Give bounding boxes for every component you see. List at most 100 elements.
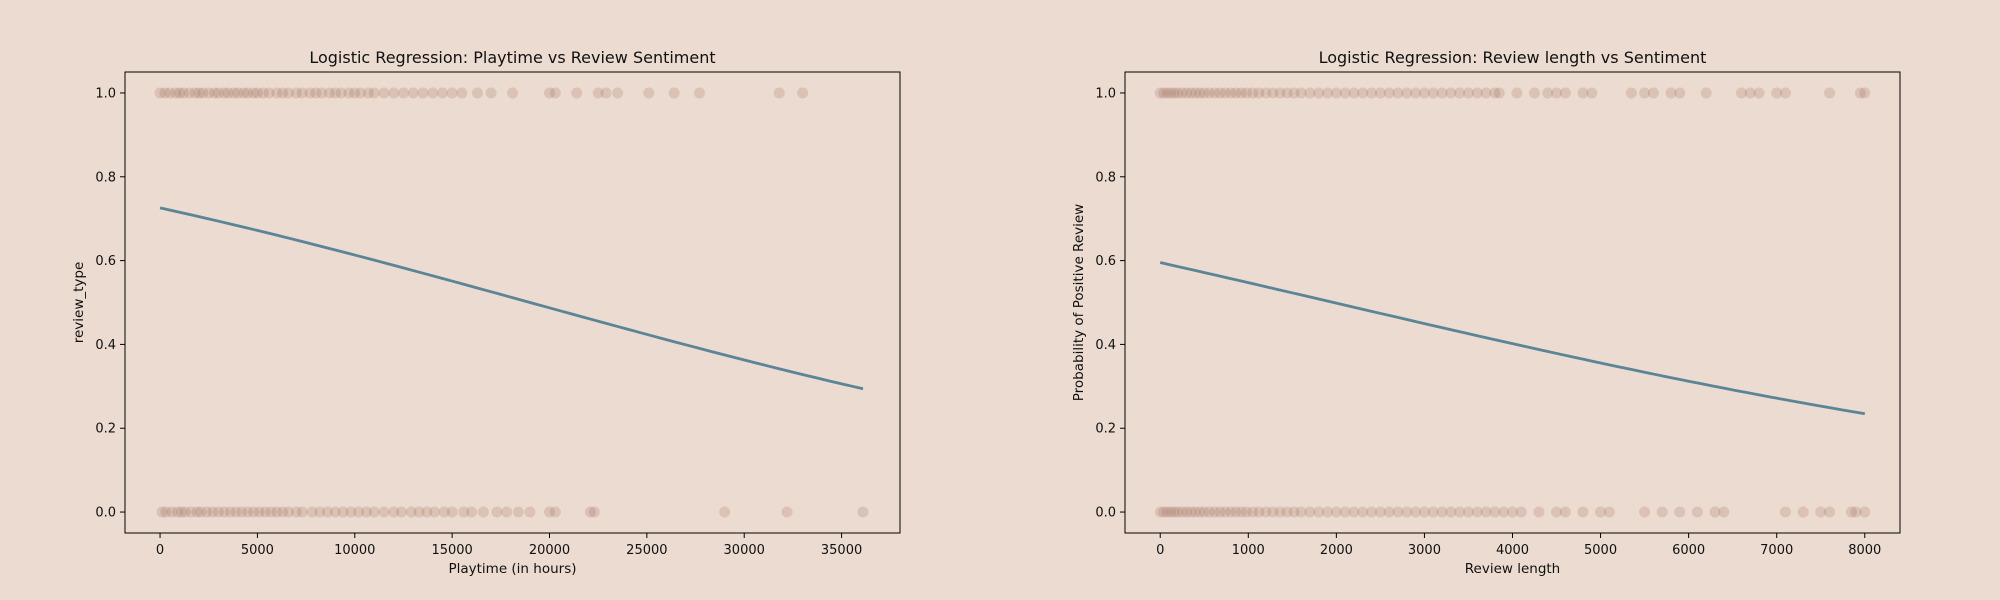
data-point [1172, 87, 1184, 99]
data-point [396, 506, 408, 518]
data-point [160, 506, 172, 518]
data-point [1247, 506, 1259, 518]
data-point [1854, 87, 1866, 99]
data-point [1498, 506, 1510, 518]
data-point [1718, 506, 1730, 518]
data-point [314, 506, 326, 518]
data-point [436, 87, 448, 99]
data-point [1295, 506, 1307, 518]
data-point [1189, 506, 1201, 518]
data-point [193, 87, 205, 99]
scatter-points [1154, 87, 1871, 518]
data-point [1674, 506, 1686, 518]
data-point [360, 506, 372, 518]
data-point [164, 87, 176, 99]
data-point [397, 87, 409, 99]
data-point [1260, 506, 1272, 518]
data-point [1235, 87, 1247, 99]
data-point [1339, 87, 1351, 99]
data-point [185, 506, 197, 518]
data-point [1410, 506, 1422, 518]
data-point [1181, 506, 1193, 518]
data-point [1815, 506, 1827, 518]
data-point [1209, 506, 1221, 518]
data-point [719, 506, 731, 518]
data-point [1471, 506, 1483, 518]
data-point [1198, 506, 1210, 518]
data-point [1253, 506, 1265, 518]
data-point [1846, 506, 1858, 518]
data-point [1260, 87, 1272, 99]
x-tick-label: 5000 [1584, 543, 1617, 558]
data-point [1454, 506, 1466, 518]
data-point [1274, 506, 1286, 518]
data-point [857, 506, 869, 518]
data-point [612, 87, 624, 99]
data-point [549, 87, 561, 99]
y-tick-label: 1.0 [1095, 86, 1116, 101]
data-point [1154, 506, 1166, 518]
data-point [388, 87, 400, 99]
chart-playtime-vs-sentiment: Logistic Regression: Playtime vs Review … [71, 48, 901, 577]
data-point [1161, 506, 1173, 518]
data-point [189, 87, 201, 99]
data-point [1551, 506, 1563, 518]
data-point [175, 506, 187, 518]
data-point [1161, 87, 1173, 99]
data-point [438, 506, 450, 518]
data-point [1313, 87, 1325, 99]
data-point [407, 87, 419, 99]
data-point [1172, 506, 1184, 518]
data-point [773, 87, 785, 99]
y-tick-label: 0.4 [1095, 338, 1116, 353]
data-point [1241, 506, 1253, 518]
data-point [1797, 506, 1809, 518]
x-axis-label: Playtime (in hours) [448, 561, 576, 577]
x-tick-label: 3000 [1408, 543, 1441, 558]
data-point [207, 506, 219, 518]
data-point [781, 506, 793, 518]
data-point [1418, 87, 1430, 99]
data-point [1176, 87, 1188, 99]
data-point [1225, 506, 1237, 518]
data-point [1471, 87, 1483, 99]
data-point [543, 506, 555, 518]
data-point [355, 87, 367, 99]
data-point [1780, 506, 1792, 518]
y-tick-label: 0.2 [95, 422, 116, 437]
y-tick-label: 0.4 [95, 338, 116, 353]
data-point [1595, 506, 1607, 518]
data-point [1241, 87, 1253, 99]
x-tick-label: 10000 [334, 543, 375, 558]
data-point [1295, 87, 1307, 99]
data-point [592, 87, 604, 99]
data-point [1374, 87, 1386, 99]
data-point [329, 506, 341, 518]
data-point [1691, 506, 1703, 518]
data-point [1165, 87, 1177, 99]
data-point [1230, 506, 1242, 518]
data-point [1374, 506, 1386, 518]
data-point [195, 506, 207, 518]
data-point [549, 506, 561, 518]
data-point [1427, 506, 1439, 518]
data-point [251, 87, 263, 99]
data-point [1330, 87, 1342, 99]
x-tick-label: 7000 [1760, 543, 1793, 558]
y-tick-label: 0.8 [95, 170, 116, 185]
data-point [1639, 506, 1651, 518]
data-point [368, 87, 380, 99]
data-point [1214, 87, 1226, 99]
data-point [218, 87, 230, 99]
data-point [1288, 87, 1300, 99]
data-point [253, 506, 265, 518]
data-point [378, 506, 390, 518]
data-point [362, 87, 374, 99]
data-point [693, 87, 705, 99]
data-point [228, 87, 240, 99]
data-point [1274, 87, 1286, 99]
data-point [1859, 87, 1871, 99]
data-point [1780, 87, 1792, 99]
data-point [1214, 506, 1226, 518]
data-point [429, 506, 441, 518]
